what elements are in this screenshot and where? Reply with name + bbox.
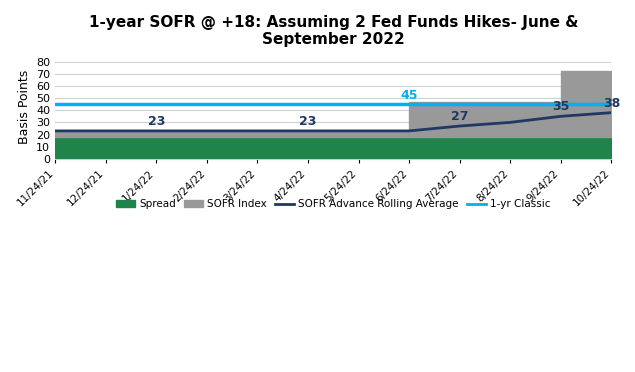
Text: 38: 38 xyxy=(603,97,620,110)
Text: 45: 45 xyxy=(400,89,418,102)
Title: 1-year SOFR @ +18: Assuming 2 Fed Funds Hikes- June &
September 2022: 1-year SOFR @ +18: Assuming 2 Fed Funds … xyxy=(88,15,578,47)
Legend: Spread, SOFR Index, SOFR Advance Rolling Average, 1-yr Classic: Spread, SOFR Index, SOFR Advance Rolling… xyxy=(112,195,554,214)
Text: 23: 23 xyxy=(147,115,165,128)
Text: 23: 23 xyxy=(299,115,317,128)
Text: 35: 35 xyxy=(552,100,570,113)
Y-axis label: Basis Points: Basis Points xyxy=(18,70,30,144)
Text: 27: 27 xyxy=(451,110,469,123)
